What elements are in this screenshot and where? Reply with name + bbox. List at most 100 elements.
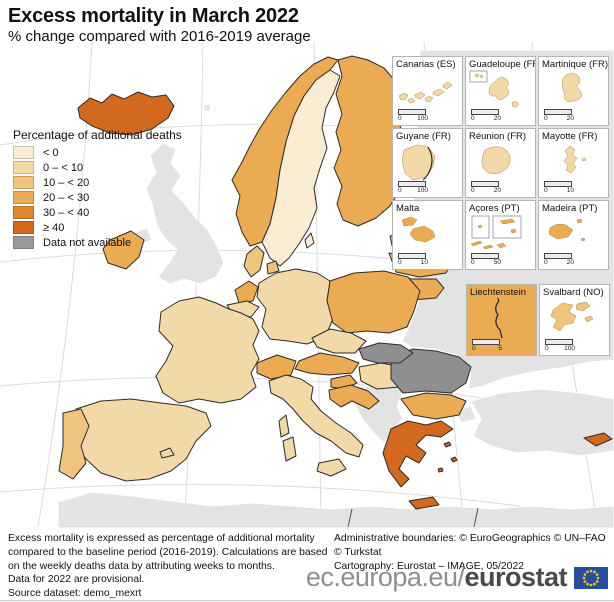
footnote-provisional: Data for 2022 are provisional. (8, 574, 145, 586)
inset-scale-bar: 0 20 (471, 181, 503, 195)
legend-item: < 0 (13, 146, 182, 159)
country-greece (382, 420, 454, 488)
inset-guadeloupe: Guadeloupe (FR) 020 (465, 56, 536, 126)
inset-label: Réunion (FR) (469, 131, 527, 142)
legend-label: 20 – < 30 (43, 191, 90, 204)
inset-scale-bar: 0 10 (544, 181, 576, 195)
inset-map (561, 73, 582, 103)
legend-label: ≥ 40 (43, 221, 65, 234)
legend-item: 0 – < 10 (13, 161, 182, 174)
country-denmark (243, 245, 265, 278)
page-subtitle: % change compared with 2016-2019 average (8, 28, 311, 45)
inset-acores: Açores (PT) 0 50 (465, 200, 536, 270)
legend-item: ≥ 40 (13, 221, 182, 234)
country-switzerland (256, 354, 297, 380)
inset-map (563, 145, 587, 174)
legend-label: 10 – < 20 (43, 176, 90, 189)
footnote-source-dataset: Source dataset: demo_mexrt (8, 588, 142, 600)
region-sicily (316, 458, 347, 477)
legend-item: Data not available (13, 236, 182, 249)
inset-scale-bar: 0 20 (544, 109, 576, 123)
region-sardinia (282, 436, 297, 462)
map-header: Excess mortality in March 2022 % change … (8, 5, 311, 45)
country-cyprus (583, 432, 613, 447)
legend-items: < 0 0 – < 10 10 – < 20 20 – < 30 30 – < 40 ≥ … (13, 146, 182, 249)
legend-swatch (13, 236, 34, 249)
inset-canarias: Canarias (ES) 0 100 (392, 56, 463, 126)
legend-label: 30 – < 40 (43, 206, 90, 219)
inset-label: Liechtenstein (470, 287, 526, 298)
country-iceland (77, 91, 175, 136)
inset-scale-bar: 0 10 (398, 253, 430, 267)
legend-label: 0 – < 10 (43, 161, 84, 174)
legend-swatch (13, 191, 34, 204)
country-czechia (311, 328, 367, 354)
country-italy (268, 374, 364, 458)
legend-swatch (13, 206, 34, 219)
inset-label: Canarias (ES) (396, 59, 456, 70)
country-spain (70, 398, 212, 482)
page-title: Excess mortality in March 2022 (8, 5, 299, 27)
country-united-kingdom (145, 142, 225, 285)
inset-label: Madeira (PT) (542, 203, 598, 214)
africa-internal-borders (347, 507, 479, 528)
inset-guyane: Guyane (FR) 0 100 (392, 128, 463, 198)
legend-label: Data not available (43, 236, 132, 249)
inset-martinique: Martinique (FR) 0 20 (538, 56, 609, 126)
country-romania (390, 348, 472, 394)
inset-reunion: Réunion (FR) 0 20 (465, 128, 536, 198)
legend-item: 20 – < 30 (13, 191, 182, 204)
country-croatia (328, 384, 380, 410)
inset-label: Malta (396, 203, 420, 214)
inset-malta: Malta 0 10 (392, 200, 463, 270)
na-countries (358, 342, 472, 394)
region-crete (408, 496, 440, 510)
legend-swatch (13, 221, 34, 234)
inset-map (469, 70, 519, 108)
inset-label: Guadeloupe (FR) (469, 59, 535, 70)
inset-map (548, 218, 586, 242)
country-sweden (261, 69, 341, 267)
legend-item: 10 – < 20 (13, 176, 182, 189)
inset-label: Mayotte (FR) (542, 131, 598, 142)
inset-map (550, 301, 594, 332)
inset-map (481, 146, 511, 175)
inset-scale-bar: 0 50 (471, 253, 503, 267)
legend-swatch (13, 161, 34, 174)
country-ireland (102, 230, 145, 270)
footnote-method: Excess mortality is expressed as percent… (8, 533, 328, 572)
region-aegean-islands (437, 441, 458, 473)
region-north-africa (57, 491, 614, 528)
region-balearic-islands (159, 447, 175, 459)
country-netherlands (234, 280, 259, 304)
inset-map (470, 215, 522, 250)
inset-mayotte: Mayotte (FR) 0 10 (538, 128, 609, 198)
inset-scale-bar: 0 100 (545, 339, 577, 353)
region-zealand (266, 260, 280, 275)
inset-liechtenstein: Liechtenstein 0 5 (466, 284, 537, 356)
inset-scale-bar: 0 100 (398, 181, 430, 195)
country-slovakia (358, 342, 414, 364)
attribution: Administrative boundaries: © EuroGeograp… (334, 532, 610, 573)
region-corsica (278, 414, 290, 438)
attribution-boundaries: Administrative boundaries: © EuroGeograp… (334, 533, 606, 558)
legend-label: < 0 (43, 146, 59, 159)
wordmark-eurostat: eurostat (464, 562, 567, 592)
inset-madeira: Madeira (PT) 0 20 (538, 200, 609, 270)
attribution-cartography: Cartography: Eurostat – IMAGE, 05/2022 (334, 560, 525, 572)
inset-scale-bar: 0 20 (544, 253, 576, 267)
inset-map (398, 81, 453, 104)
inset-map (401, 216, 436, 243)
inset-panel-row4: Liechtenstein 0 5 Svalbard (NO) 0 100 (466, 284, 610, 356)
inset-scale-bar: 0 20 (471, 109, 503, 123)
country-portugal (58, 408, 90, 480)
country-bulgaria (400, 392, 467, 420)
inset-map (495, 298, 503, 338)
inset-label: Açores (PT) (469, 203, 520, 214)
region-gotland (304, 232, 315, 249)
legend-swatch (13, 176, 34, 189)
region-faroe-islands (202, 102, 212, 113)
country-turkey (470, 388, 614, 457)
legend-swatch (13, 146, 34, 159)
